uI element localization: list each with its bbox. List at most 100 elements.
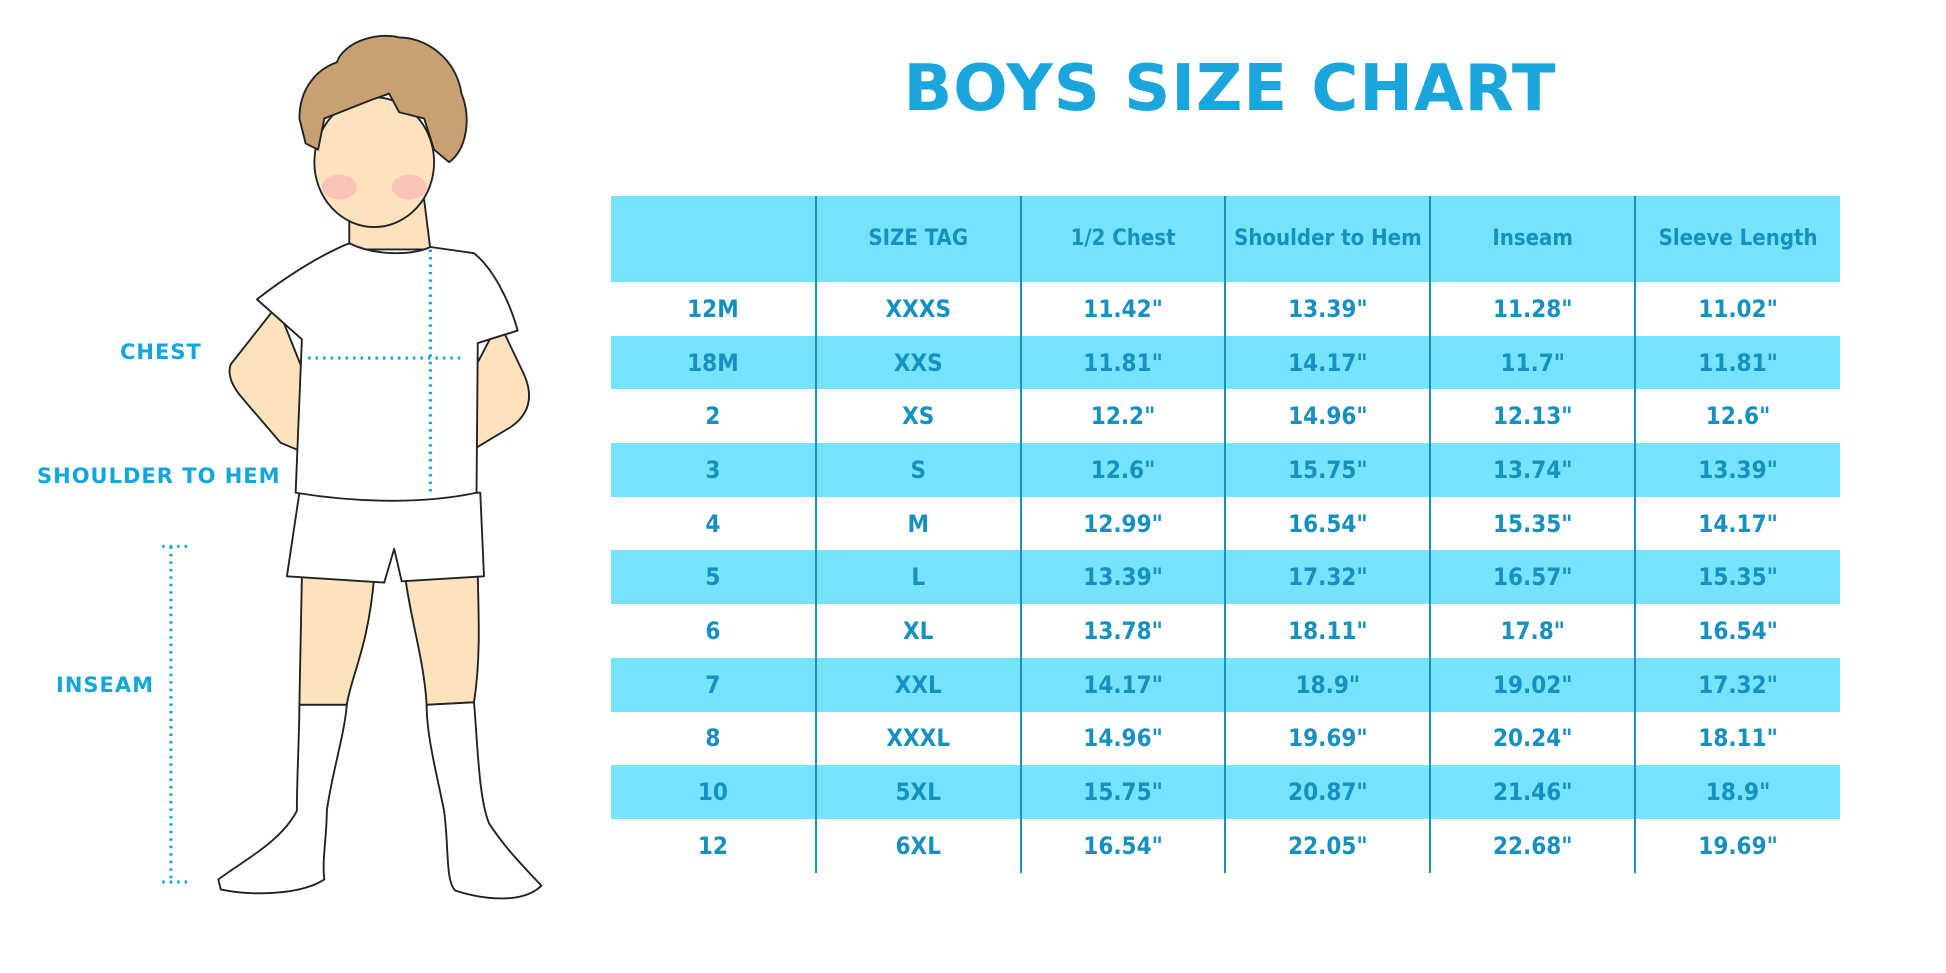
table-row: 12M XXXS 11.42" 13.39" 11.28" 11.02"	[611, 282, 1840, 336]
column-header: 1/2 Chest	[1019, 196, 1226, 282]
table-cell: 19.69"	[1634, 818, 1840, 873]
table-cell: S	[814, 443, 1021, 497]
table-cell: 5XL	[814, 765, 1021, 819]
table-cell: 12	[697, 831, 728, 860]
hair	[298, 34, 468, 164]
table-cell: 11.02"	[1634, 282, 1840, 336]
table-cell: M	[814, 496, 1021, 551]
table-row: 6 XL 13.78" 18.11" 17.8" 16.54"	[611, 604, 1840, 658]
table-cell: XXXL	[814, 711, 1021, 766]
table-cell: 5	[611, 550, 816, 605]
table-cell: 4	[705, 509, 721, 538]
table-cell: 20.87"	[1224, 765, 1431, 819]
table-cell: XXXS	[814, 282, 1021, 336]
right-leg	[404, 575, 480, 706]
table-cell: 12M	[687, 294, 739, 323]
table-cell: 11.42"	[1019, 282, 1226, 336]
right-arm	[470, 320, 530, 451]
table-cell: 2	[705, 402, 721, 431]
table-cell: 17.32"	[1634, 657, 1840, 712]
table-cell: XXL	[814, 657, 1021, 712]
table-cell: 19.02"	[1429, 657, 1636, 712]
left-leg	[298, 575, 376, 706]
left-sock	[217, 703, 348, 895]
table-cell: 6XL	[814, 818, 1021, 873]
table-cell: 18.9"	[1634, 765, 1840, 819]
table-cell: 14.96"	[1224, 389, 1431, 444]
table-row: 8 XXXL 14.96" 19.69" 20.24" 18.11"	[611, 711, 1840, 766]
table-cell: 13.39"	[1019, 550, 1226, 605]
right-cheek	[391, 174, 427, 200]
table-row: 5 L 13.39" 17.32" 16.57" 15.35"	[611, 550, 1840, 605]
table-cell: 18.9"	[1224, 657, 1431, 712]
column-header: Shoulder to Hem	[1224, 196, 1431, 282]
column-header: Sleeve Length	[1634, 196, 1840, 282]
table-cell: 22.05"	[1224, 818, 1431, 873]
table-cell: 15.75"	[1019, 765, 1226, 819]
table-cell: 12.99"	[1019, 496, 1226, 551]
table-cell: 13.39"	[1224, 282, 1431, 336]
table-cell: XS	[814, 389, 1021, 444]
column-header	[611, 196, 816, 282]
table-cell: 14.17"	[1224, 335, 1431, 390]
table-cell: 18.11"	[1634, 711, 1840, 766]
table-cell: 12.13"	[1429, 389, 1636, 444]
table-cell: 11.28"	[1429, 282, 1636, 336]
table-cell: 13.74"	[1429, 443, 1636, 497]
table-row: 12 6XL 16.54" 22.05" 22.68" 19.69"	[611, 818, 1840, 873]
table-cell: 12.6"	[1019, 443, 1226, 497]
table-cell: 15.35"	[1634, 550, 1840, 605]
table-row: 18M XXS 11.81" 14.17" 11.7" 11.81"	[611, 335, 1840, 390]
table-cell: 7	[611, 657, 816, 712]
table-row: 2 XS 12.2" 14.96" 12.13" 12.6"	[611, 389, 1840, 444]
table-cell: 16.54"	[1019, 818, 1226, 873]
table-cell: 10	[611, 765, 816, 819]
table-row: 7 XXL 14.17" 18.9" 19.02" 17.32"	[611, 657, 1840, 712]
table-cell: 6	[705, 616, 721, 645]
table-cell: 8	[705, 724, 721, 753]
table-cell: 13.39"	[1634, 443, 1840, 497]
table-cell: 11.81"	[1019, 335, 1226, 390]
right-sock	[425, 701, 543, 900]
table-cell: 17.8"	[1429, 604, 1636, 658]
table-cell: 18M	[611, 335, 816, 390]
table-cell: 12.2"	[1019, 389, 1226, 444]
table-cell: 18.11"	[1224, 604, 1431, 658]
table-cell: 13.78"	[1019, 604, 1226, 658]
inseam-label: INSEAM	[56, 673, 155, 697]
table-cell: 15.35"	[1429, 496, 1636, 551]
table-cell: 14.17"	[1019, 657, 1226, 712]
table-row: 10 5XL 15.75" 20.87" 21.46" 18.9"	[611, 765, 1840, 819]
left-cheek	[321, 174, 357, 200]
chest-label: CHEST	[120, 340, 202, 364]
table-cell: L	[814, 550, 1021, 605]
table-cell: XL	[814, 604, 1021, 658]
table-cell: 11.81"	[1634, 335, 1840, 390]
table-row: 4 M 12.99" 16.54" 15.35" 14.17"	[611, 496, 1840, 551]
table-cell: 14.17"	[1634, 496, 1840, 551]
shirt	[256, 242, 519, 502]
table-cell: 14.96"	[1019, 711, 1226, 766]
shoulder-to-hem-label: SHOULDER TO HEM	[37, 464, 281, 488]
table-cell: 19.69"	[1224, 711, 1431, 766]
size-table: SIZE TAG 1/2 Chest Shoulder to Hem Inseam Sl…	[611, 196, 1840, 873]
table-row: 3 S 12.6" 15.75" 13.74" 13.39"	[611, 443, 1840, 497]
table-cell: 21.46"	[1429, 765, 1636, 819]
table-cell: 16.57"	[1429, 550, 1636, 605]
table-cell: 16.54"	[1634, 604, 1840, 658]
table-cell: 17.32"	[1224, 550, 1431, 605]
table-cell: 12.6"	[1634, 389, 1840, 444]
table-cell: 20.24"	[1429, 711, 1636, 766]
table-cell: 3	[611, 443, 816, 497]
table-cell: 16.54"	[1224, 496, 1431, 551]
table-header-row: SIZE TAG 1/2 Chest Shoulder to Hem Inseam Sl…	[611, 196, 1840, 282]
column-header: Inseam	[1429, 196, 1636, 282]
table-cell: XXS	[814, 335, 1021, 390]
table-cell: 22.68"	[1429, 818, 1636, 873]
shorts	[285, 491, 485, 584]
table-cell: 11.7"	[1429, 335, 1636, 390]
table-cell: 15.75"	[1224, 443, 1431, 497]
column-header: SIZE TAG	[814, 196, 1021, 282]
page-title: BOYS SIZE CHART	[903, 52, 1557, 126]
